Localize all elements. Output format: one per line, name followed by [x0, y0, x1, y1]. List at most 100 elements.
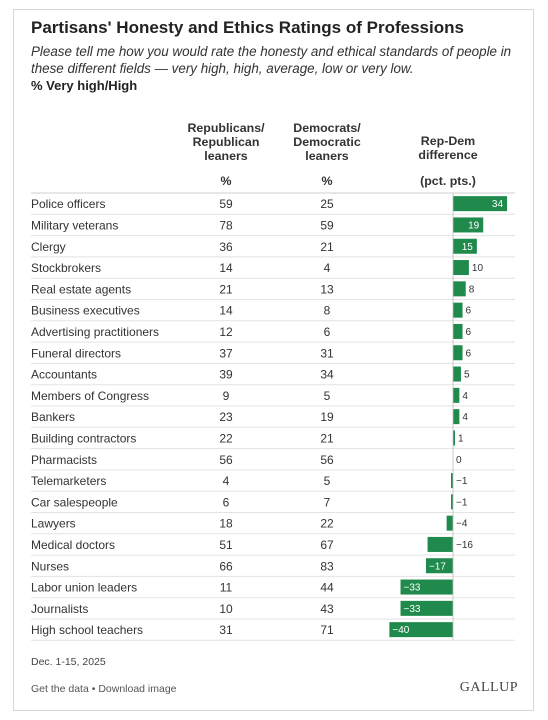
diff-header-line2: difference: [418, 148, 478, 162]
rep-value: 22: [219, 431, 233, 445]
row-label: Bankers: [31, 410, 75, 424]
row-label: Nurses: [31, 559, 69, 573]
diff-bar: [427, 536, 453, 552]
rep-value: 14: [219, 261, 233, 275]
rep-value: 14: [219, 304, 233, 318]
gallup-logo: GALLUP: [459, 680, 518, 695]
diff-bar: [453, 409, 460, 425]
diff-value-label: 4: [462, 391, 468, 402]
row-label: Car salespeople: [31, 495, 118, 509]
diff-bar: [453, 217, 484, 233]
diff-bar: [451, 473, 453, 489]
dem-value: 6: [324, 325, 331, 339]
diff-unit: (pct. pts.): [420, 174, 476, 188]
rep-value: 10: [219, 602, 233, 616]
rep-value: 39: [219, 368, 233, 382]
download-image-link[interactable]: Download image: [98, 683, 177, 695]
survey-date: Dec. 1-15, 2025: [31, 656, 106, 668]
get-data-link[interactable]: Get the data: [31, 683, 89, 695]
dem-value: 34: [320, 368, 334, 382]
rep-value: 59: [219, 197, 233, 211]
diff-bar: [453, 323, 463, 339]
row-label: Stockbrokers: [31, 261, 101, 275]
diff-bar: [446, 515, 453, 531]
rep-value: 21: [219, 282, 233, 296]
rep-unit: %: [220, 174, 232, 188]
diff-value-label: 1: [458, 433, 464, 444]
rep-value: 23: [219, 410, 233, 424]
diff-value-label: 4: [462, 412, 468, 423]
row-label: Police officers: [31, 197, 105, 211]
dem-value: 4: [324, 261, 331, 275]
dem-value: 21: [320, 240, 334, 254]
rep-header-line3: leaners: [204, 149, 248, 163]
dem-unit: %: [321, 174, 333, 188]
row-label: Military veterans: [31, 218, 118, 232]
diff-value-label: 34: [492, 199, 504, 210]
diff-header-line1: Rep-Dem: [420, 134, 476, 148]
diff-value-label: 8: [469, 284, 475, 295]
diff-bar: [400, 600, 453, 616]
diff-value-label: −33: [404, 604, 421, 615]
diff-bar: [451, 494, 453, 510]
diff-bar: [453, 238, 477, 254]
dem-value: 83: [320, 559, 334, 573]
rep-header-line2: Republican: [192, 135, 260, 149]
row-label: Funeral directors: [31, 346, 121, 360]
rep-value: 78: [219, 218, 233, 232]
metric-label: % Very high/High: [31, 78, 138, 93]
rep-value: 6: [223, 495, 230, 509]
dem-header-line3: leaners: [305, 149, 349, 163]
row-label: Telemarketers: [31, 474, 106, 488]
diff-column-header: Rep-Dem difference: [398, 134, 498, 162]
row-label: Advertising practitioners: [31, 325, 159, 339]
rep-value: 4: [223, 474, 230, 488]
row-label: Accountants: [31, 368, 97, 382]
rep-value: 31: [219, 623, 233, 637]
row-label: Building contractors: [31, 431, 136, 445]
diff-bar: [453, 366, 461, 382]
diff-value-label: 0: [456, 455, 462, 466]
dem-value: 5: [324, 474, 331, 488]
dem-value: 56: [320, 453, 334, 467]
rep-value: 11: [220, 581, 233, 595]
dem-value: 8: [324, 304, 331, 318]
dem-value: 22: [320, 517, 334, 531]
dem-value: 71: [320, 623, 334, 637]
row-label: Labor union leaders: [31, 581, 137, 595]
dem-value: 13: [320, 282, 334, 296]
rep-value: 9: [223, 389, 230, 403]
rep-value: 36: [219, 240, 233, 254]
diff-value-label: −4: [456, 519, 468, 530]
diff-bar: [389, 622, 453, 638]
diff-value-label: 6: [466, 306, 472, 317]
dem-header-line2: Democratic: [293, 135, 361, 149]
diff-bar: [453, 281, 466, 297]
diff-value-label: 15: [462, 242, 474, 253]
dem-column-header: Democrats/ Democratic leaners: [277, 121, 377, 163]
row-label: Clergy: [31, 240, 66, 254]
row-label: Members of Congress: [31, 389, 149, 403]
diff-value-label: 6: [466, 348, 472, 359]
row-label: Real estate agents: [31, 282, 131, 296]
dem-value: 7: [324, 495, 331, 509]
rep-value: 66: [219, 559, 233, 573]
dem-header-line1: Democrats/: [293, 121, 361, 135]
rep-value: 51: [219, 538, 233, 552]
diff-value-label: −40: [392, 625, 409, 636]
footer-links: Get the data • Download image: [31, 683, 177, 695]
diff-bar: [453, 387, 460, 403]
diff-value-label: −17: [429, 561, 446, 572]
diff-value-label: 6: [466, 327, 472, 338]
diff-bar: [453, 302, 463, 318]
diff-bar: [425, 558, 453, 574]
diff-bar: [453, 430, 455, 446]
dem-value: 44: [320, 581, 334, 595]
diff-bar: [453, 345, 463, 361]
diff-bar: [400, 579, 453, 595]
chart-title: Partisans' Honesty and Ethics Ratings of…: [31, 18, 464, 37]
row-label: Medical doctors: [31, 538, 115, 552]
rep-value: 18: [219, 517, 233, 531]
row-label: Business executives: [31, 304, 140, 318]
